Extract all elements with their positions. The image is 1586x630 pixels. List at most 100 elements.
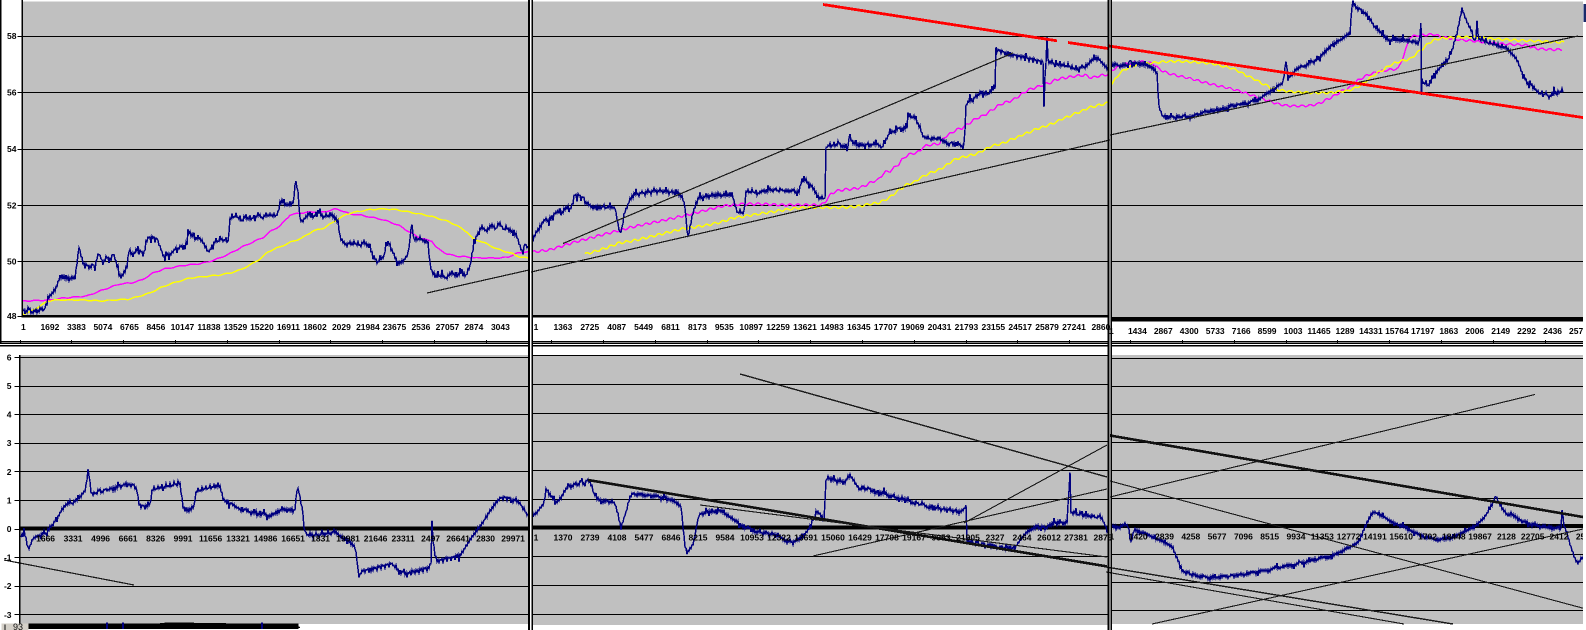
svg-text:1831: 1831 — [311, 534, 330, 544]
svg-text:5074: 5074 — [93, 322, 112, 332]
svg-text:1: 1 — [534, 322, 539, 332]
svg-text:26012: 26012 — [1037, 533, 1061, 543]
svg-text:19069: 19069 — [901, 322, 925, 332]
svg-text:29971: 29971 — [501, 534, 525, 544]
svg-text:24517: 24517 — [1008, 322, 1032, 332]
svg-text:1289: 1289 — [1336, 326, 1355, 336]
svg-text:3043: 3043 — [491, 322, 510, 332]
svg-text:6765: 6765 — [120, 322, 139, 332]
svg-text:4258: 4258 — [1181, 532, 1200, 542]
svg-text:13691: 13691 — [794, 533, 818, 543]
svg-text:10897: 10897 — [739, 322, 763, 332]
svg-text:15610: 15610 — [1389, 532, 1413, 542]
svg-text:1: 1 — [1110, 532, 1115, 542]
svg-text:15220: 15220 — [250, 322, 274, 332]
svg-text:17197: 17197 — [1411, 326, 1435, 336]
svg-text:19981: 19981 — [336, 534, 360, 544]
svg-text:7096: 7096 — [1234, 532, 1253, 542]
svg-text:27381: 27381 — [1064, 533, 1088, 543]
svg-text:50: 50 — [7, 257, 17, 267]
svg-text:5733: 5733 — [1206, 326, 1225, 336]
svg-text:54: 54 — [7, 144, 17, 154]
svg-text:16911: 16911 — [277, 322, 300, 332]
svg-text:1666: 1666 — [36, 534, 55, 544]
svg-text:2497: 2497 — [421, 534, 440, 544]
svg-text:21905: 21905 — [956, 533, 980, 543]
svg-text:2436: 2436 — [1543, 326, 1562, 336]
svg-text:3331: 3331 — [64, 534, 83, 544]
svg-text:2874: 2874 — [464, 322, 483, 332]
svg-text:15764: 15764 — [1385, 326, 1409, 336]
svg-text:12322: 12322 — [767, 533, 791, 543]
svg-text:2860: 2860 — [1091, 322, 1110, 332]
svg-text:10147: 10147 — [171, 322, 195, 332]
svg-text:6: 6 — [7, 352, 12, 362]
svg-text:13529: 13529 — [224, 322, 248, 332]
svg-text:2292: 2292 — [1517, 326, 1536, 336]
svg-text:19167: 19167 — [902, 533, 926, 543]
svg-text:27057: 27057 — [436, 322, 460, 332]
svg-text:11656: 11656 — [199, 534, 222, 544]
svg-text:9535: 9535 — [715, 322, 734, 332]
svg-text:19867: 19867 — [1468, 532, 1492, 542]
svg-text:13321: 13321 — [226, 534, 250, 544]
svg-text:21984: 21984 — [356, 322, 380, 332]
svg-text:93: 93 — [13, 622, 23, 630]
svg-text:9053: 9053 — [932, 533, 951, 543]
svg-text:1370: 1370 — [554, 533, 573, 543]
svg-text:14983: 14983 — [820, 322, 844, 332]
svg-text:18602: 18602 — [303, 322, 327, 332]
svg-text:21646: 21646 — [364, 534, 388, 544]
svg-text:4996: 4996 — [91, 534, 110, 544]
svg-text:1003: 1003 — [1284, 326, 1303, 336]
svg-text:1420: 1420 — [1129, 532, 1148, 542]
svg-text:14331: 14331 — [1359, 326, 1383, 336]
svg-text:9934: 9934 — [1287, 532, 1306, 542]
svg-text:2875: 2875 — [1094, 533, 1113, 543]
svg-text:16651: 16651 — [281, 534, 305, 544]
svg-text:1: 1 — [7, 495, 12, 505]
svg-text:4108: 4108 — [608, 533, 627, 543]
svg-text:16429: 16429 — [848, 533, 872, 543]
svg-text:2412: 2412 — [1550, 532, 1569, 542]
svg-text:2: 2 — [7, 467, 12, 477]
svg-text:11353: 11353 — [1311, 532, 1334, 542]
svg-text:5477: 5477 — [635, 533, 654, 543]
svg-text:1702: 1702 — [1418, 532, 1437, 542]
svg-text:17798: 17798 — [875, 533, 899, 543]
svg-text:2128: 2128 — [1497, 532, 1516, 542]
svg-text:10953: 10953 — [740, 533, 764, 543]
svg-text:17707: 17707 — [874, 322, 898, 332]
svg-text:2867: 2867 — [1154, 326, 1173, 336]
svg-text:2327: 2327 — [986, 533, 1005, 543]
svg-text:25879: 25879 — [1035, 322, 1059, 332]
svg-text:8173: 8173 — [688, 322, 707, 332]
svg-text:2464: 2464 — [1013, 533, 1032, 543]
svg-text:1: 1 — [21, 322, 26, 332]
svg-text:2006: 2006 — [1465, 326, 1484, 336]
svg-text:9991: 9991 — [174, 534, 193, 544]
svg-text:6661: 6661 — [119, 534, 138, 544]
svg-text:2554: 2554 — [1576, 532, 1586, 542]
svg-text:2573: 2573 — [1569, 326, 1586, 336]
svg-text:2725: 2725 — [580, 322, 599, 332]
svg-text:12259: 12259 — [766, 322, 790, 332]
svg-text:14986: 14986 — [254, 534, 278, 544]
svg-text:8215: 8215 — [689, 533, 708, 543]
svg-text:1863: 1863 — [1439, 326, 1458, 336]
svg-text:0: 0 — [7, 524, 12, 534]
svg-text:2149: 2149 — [1491, 326, 1510, 336]
svg-text:2830: 2830 — [476, 534, 495, 544]
svg-text:21793: 21793 — [955, 322, 979, 332]
svg-text:16345: 16345 — [847, 322, 871, 332]
svg-text:14191: 14191 — [1363, 532, 1387, 542]
svg-text:4087: 4087 — [607, 322, 626, 332]
svg-text:-3: -3 — [4, 610, 12, 620]
svg-text:23155: 23155 — [981, 322, 1005, 332]
svg-text:6811: 6811 — [661, 322, 680, 332]
svg-text:1692: 1692 — [40, 322, 59, 332]
svg-text:22705: 22705 — [1521, 532, 1545, 542]
svg-text:3: 3 — [7, 438, 12, 448]
svg-text:5449: 5449 — [634, 322, 653, 332]
svg-text:26641: 26641 — [446, 534, 470, 544]
